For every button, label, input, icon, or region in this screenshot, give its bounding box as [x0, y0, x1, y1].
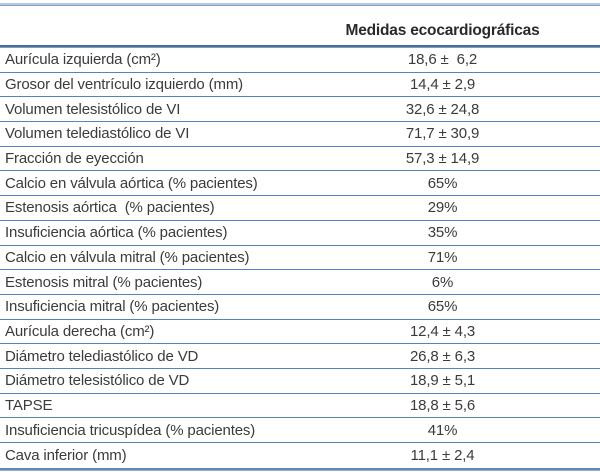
- row-value: 18,6 ± 6,2: [407, 51, 478, 69]
- row-label: Calcio en válvula aórtica (% pacientes): [5, 174, 258, 192]
- row-label: Fracción de eyección: [5, 150, 144, 168]
- row-label: Diámetro telediastólico de VD: [5, 347, 199, 365]
- table-row: Diámetro telediastólico de VD 26,8 ± 6,3: [0, 344, 600, 369]
- row-value: 12,4 ± 4,3: [409, 322, 476, 340]
- row-value: 18,8 ± 5,6: [409, 396, 476, 414]
- table-bottom-rule: [0, 467, 600, 471]
- row-label: Volumen telesistólico de VI: [5, 100, 181, 118]
- table-row: Insuficiencia tricuspídea (% pacientes) …: [0, 418, 600, 443]
- row-value: 11,1 ± 2,4: [410, 446, 475, 464]
- row-value: 71%: [427, 248, 458, 266]
- table-row: Cava inferior (mm) 11,1 ± 2,4: [0, 443, 600, 468]
- table-row: Fracción de eyección 57,3 ± 14,9: [0, 147, 600, 172]
- table-top-rule: [0, 3, 600, 6]
- row-value: 14,4 ± 2,9: [409, 76, 476, 94]
- row-label: Volumen telediastólico de VI: [5, 125, 190, 143]
- table-row: Insuficiencia aórtica (% pacientes) 35%: [0, 221, 600, 246]
- row-label: Insuficiencia tricuspídea (% pacientes): [5, 421, 256, 439]
- table-row: Aurícula derecha (cm²) 12,4 ± 4,3: [0, 320, 600, 345]
- row-label: Insuficiencia aórtica (% pacientes): [5, 224, 228, 242]
- header-value-column-title: Medidas ecocardiográficas: [345, 22, 540, 39]
- row-value: 29%: [427, 199, 458, 217]
- row-value: 26,8 ± 6,3: [409, 347, 476, 365]
- table-header-row: Medidas ecocardiográficas: [0, 6, 600, 45]
- row-value: 65%: [427, 298, 458, 316]
- row-value: 71,7 ± 30,9: [405, 125, 480, 143]
- header-underline-rule: [0, 45, 600, 48]
- table-row: Aurícula izquierda (cm²) 18,6 ± 6,2: [0, 48, 600, 73]
- row-label: Insuficiencia mitral (% pacientes): [5, 298, 220, 316]
- row-value: 6%: [431, 273, 454, 291]
- table-row: Calcio en válvula aórtica (% pacientes) …: [0, 171, 600, 197]
- row-label: Grosor del ventrículo izquierdo (mm): [5, 76, 244, 94]
- row-value: 41%: [427, 421, 458, 439]
- row-label: Cava inferior (mm): [5, 446, 127, 464]
- table-row: Grosor del ventrículo izquierdo (mm) 14,…: [0, 73, 600, 98]
- row-label: Aurícula izquierda (cm²): [5, 51, 161, 69]
- table-row: Volumen telediastólico de VI 71,7 ± 30,9: [0, 122, 600, 147]
- row-value: 35%: [427, 224, 458, 242]
- row-label: Estenosis mitral (% pacientes): [5, 273, 203, 291]
- table-body: Aurícula izquierda (cm²) 18,6 ± 6,2 Gros…: [0, 48, 600, 468]
- table-row: Estenosis aórtica (% pacientes) 29%: [0, 196, 600, 221]
- row-value: 65%: [427, 174, 458, 192]
- row-label: TAPSE: [5, 396, 53, 414]
- row-label: Aurícula derecha (cm²): [5, 322, 155, 340]
- table-row: TAPSE 18,8 ± 5,6: [0, 394, 600, 419]
- row-value: 57,3 ± 14,9: [405, 150, 480, 168]
- table-row: Diámetro telesistólico de VD 18,9 ± 5,1: [0, 369, 600, 394]
- table-row: Estenosis mitral (% pacientes) 6%: [0, 270, 600, 295]
- table-row: Volumen telesistólico de VI 32,6 ± 24,8: [0, 97, 600, 123]
- row-label: Estenosis aórtica (% pacientes): [5, 199, 215, 217]
- table-row: Insuficiencia mitral (% pacientes) 65%: [0, 295, 600, 320]
- row-value: 18,9 ± 5,1: [409, 372, 476, 390]
- row-value: 32,6 ± 24,8: [405, 100, 480, 118]
- row-label: Diámetro telesistólico de VD: [5, 372, 190, 390]
- row-label: Calcio en válvula mitral (% pacientes): [5, 248, 250, 266]
- table-row: Calcio en válvula mitral (% pacientes) 7…: [0, 246, 600, 271]
